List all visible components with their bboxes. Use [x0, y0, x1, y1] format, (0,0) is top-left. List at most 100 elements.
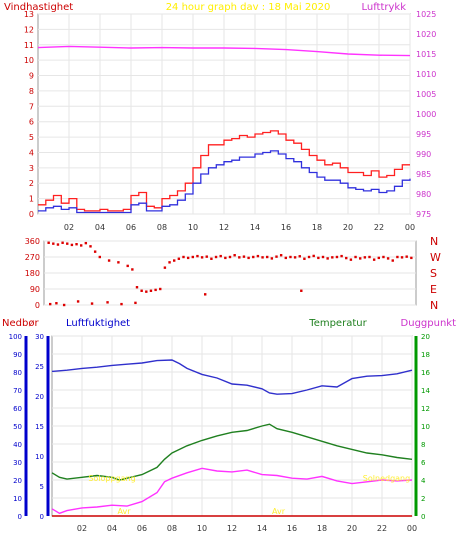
- pressure-tick-label: 985: [416, 170, 431, 179]
- temperature-tick-label: 10: [421, 423, 430, 431]
- rain-tick-label: 100: [9, 333, 22, 341]
- x-tick-label: 08: [157, 223, 167, 232]
- rain-tick-label: 20: [13, 477, 22, 485]
- compass-label: W: [430, 251, 441, 264]
- compass-label: S: [430, 267, 437, 280]
- humidity-line: [51, 359, 413, 395]
- x-tick-label: 20: [347, 524, 357, 533]
- x-tick-label: 18: [312, 223, 322, 232]
- wind-speed-line: [38, 130, 410, 212]
- direction-point: [70, 243, 74, 247]
- pressure-tick-label: 1010: [416, 70, 436, 79]
- direction-point: [382, 255, 385, 259]
- direction-point: [168, 261, 171, 264]
- direction-point: [242, 255, 246, 258]
- direction-point: [106, 301, 109, 304]
- direction-point: [66, 242, 69, 245]
- temperature-tick-label: 4: [421, 477, 426, 485]
- direction-point: [126, 264, 129, 268]
- direction-point: [145, 290, 148, 293]
- direction-point: [98, 255, 101, 259]
- pressure-tick-label: 990: [416, 150, 431, 159]
- direction-point: [55, 302, 58, 305]
- chart-annotation: Avr: [272, 507, 286, 516]
- direction-point: [224, 256, 227, 260]
- direction-tick-label: 360: [25, 237, 40, 246]
- direction-point: [340, 254, 343, 258]
- direction-point: [256, 254, 260, 258]
- direction-point: [61, 241, 64, 244]
- x-tick-label: 20: [343, 223, 353, 232]
- direction-point: [345, 256, 348, 260]
- direction-point: [49, 302, 52, 306]
- wind-speed-tick-label: 7: [29, 102, 34, 111]
- wind-speed-tick-label: 13: [24, 10, 34, 19]
- direction-point: [205, 255, 208, 258]
- direction-point: [275, 255, 278, 258]
- x-tick-label: 12: [227, 524, 237, 533]
- direction-point: [326, 257, 329, 260]
- dewpoint-axis-label: Duggpunkt: [401, 318, 457, 329]
- x-tick-label: 12: [219, 223, 229, 232]
- temperature-tick-label: 20: [421, 333, 430, 341]
- direction-point: [75, 243, 78, 246]
- wind-speed-tick-label: 10: [24, 56, 34, 65]
- wind-speed-tick-label: 2: [29, 179, 34, 188]
- direction-point: [312, 254, 315, 258]
- direction-point: [117, 261, 120, 264]
- chart-annotation: Avr: [117, 507, 131, 516]
- humidity-axis-label: Luftfuktighet: [66, 318, 130, 329]
- x-tick-label: 16: [281, 223, 291, 232]
- direction-point: [317, 256, 320, 260]
- direction-point: [335, 255, 339, 259]
- direction-point: [47, 241, 50, 244]
- rain-tick-label: 60: [13, 405, 22, 413]
- direction-point: [386, 257, 390, 260]
- direction-point: [228, 255, 232, 259]
- direction-point: [377, 256, 380, 260]
- temperature-tick-label: 18: [421, 351, 430, 359]
- direction-point: [405, 255, 408, 258]
- direction-tick-label: 90: [30, 285, 40, 294]
- direction-point: [238, 256, 241, 259]
- compass-label: E: [430, 283, 437, 296]
- compass-label: N: [430, 235, 438, 248]
- direction-point: [307, 255, 311, 259]
- temperature-tick-label: 2: [421, 495, 425, 503]
- x-tick-label: 22: [377, 524, 387, 533]
- direction-point: [135, 286, 139, 289]
- humidity-tick-label: 0: [40, 513, 44, 521]
- direction-point: [173, 259, 176, 262]
- direction-point: [154, 288, 157, 292]
- wind-speed-tick-label: 9: [29, 72, 34, 81]
- humidity-tick-label: 20: [35, 393, 44, 401]
- pressure-line: [37, 45, 411, 57]
- direction-point: [321, 255, 325, 259]
- direction-point: [266, 255, 269, 259]
- x-tick-label: 16: [287, 524, 297, 533]
- wind-speed-tick-label: 3: [29, 164, 34, 173]
- x-tick-label: 06: [137, 524, 147, 533]
- humidity-tick-label: 30: [35, 333, 44, 341]
- direction-point: [191, 255, 194, 259]
- direction-point: [289, 255, 292, 259]
- direction-point: [80, 244, 83, 247]
- temperature-axis-label: Temperatur: [308, 318, 367, 329]
- x-tick-label: 18: [317, 524, 327, 533]
- x-tick-label: 00: [407, 524, 417, 533]
- temperature-tick-label: 8: [421, 441, 425, 449]
- direction-point: [354, 255, 357, 259]
- compass-label: N: [430, 299, 438, 312]
- x-tick-label: 14: [250, 223, 260, 232]
- direction-point: [349, 258, 353, 261]
- rain-axis-label: Nedbør: [2, 318, 39, 329]
- direction-point: [107, 259, 111, 262]
- direction-point: [331, 256, 334, 259]
- direction-point: [363, 256, 367, 259]
- temperature-line: [51, 423, 413, 481]
- x-tick-label: 22: [374, 223, 384, 232]
- chart-annotation: Solnedgang: [363, 474, 410, 483]
- direction-point: [396, 255, 399, 259]
